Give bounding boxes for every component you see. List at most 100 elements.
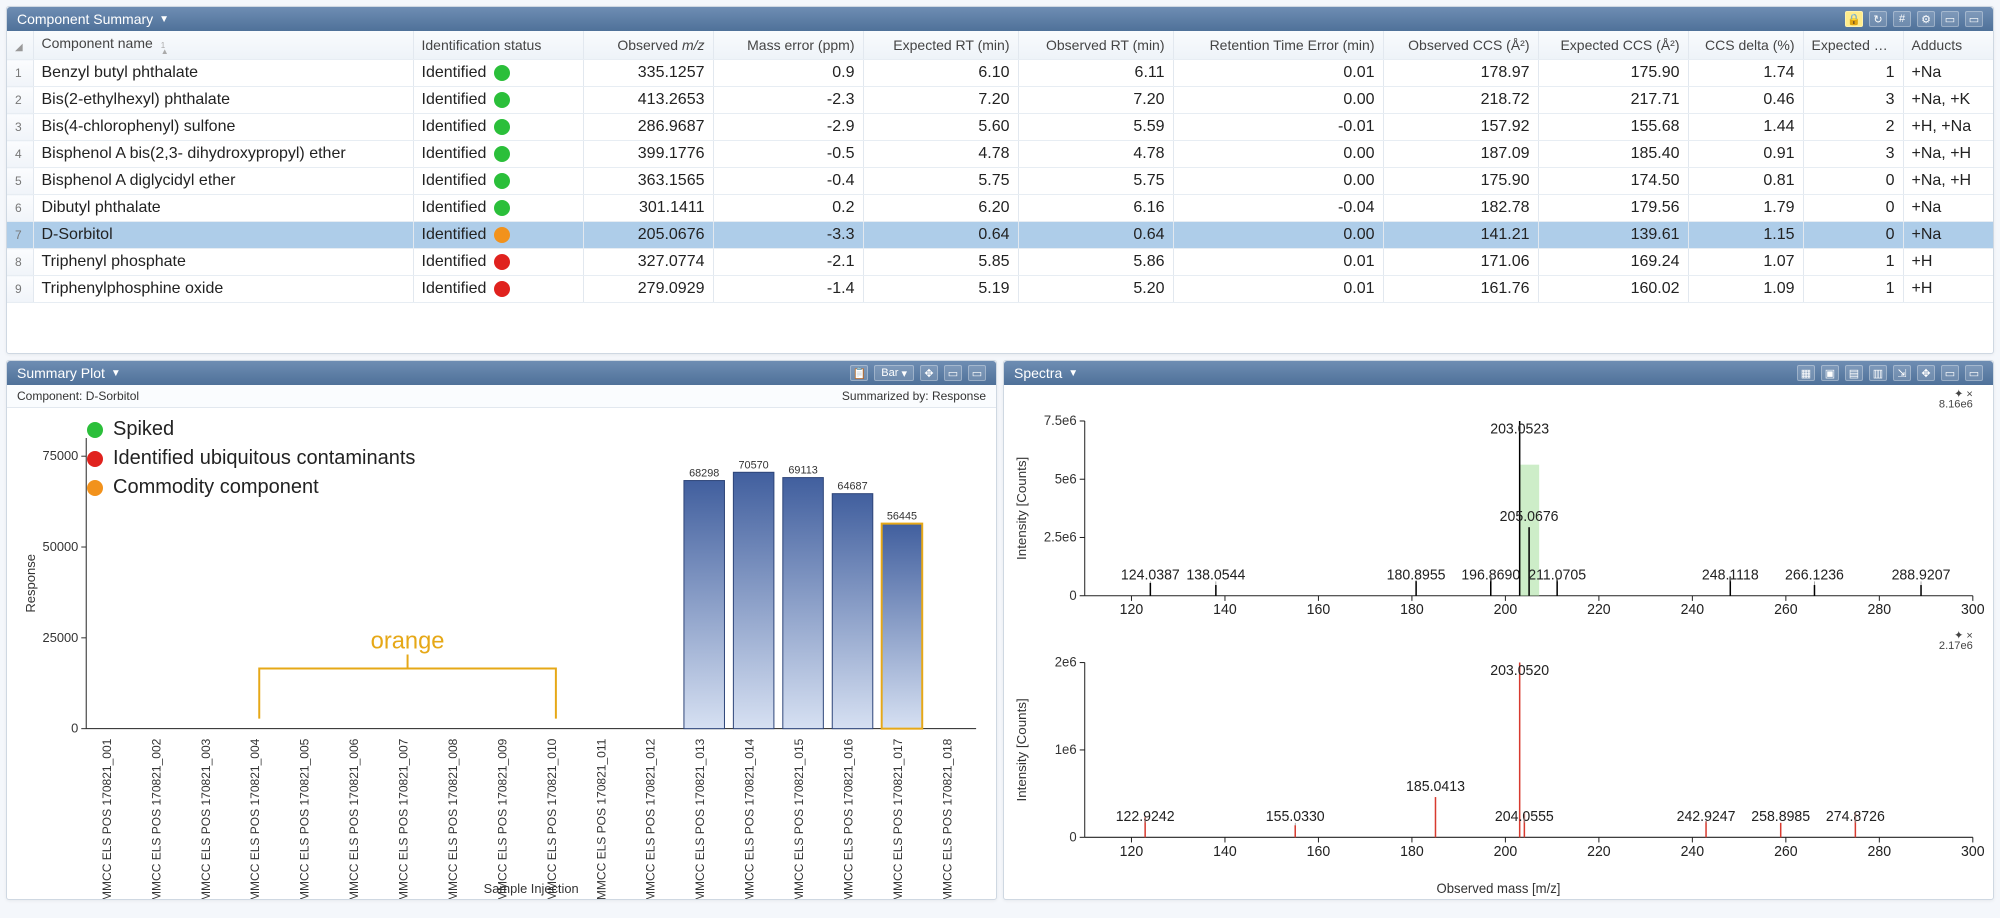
dropdown-icon[interactable]: ▼ xyxy=(1068,368,1078,379)
table-row[interactable]: 6Dibutyl phthalateIdentified301.14110.26… xyxy=(7,195,1993,222)
cell-exp_fr: 2 xyxy=(1803,114,1903,141)
row-number: 7 xyxy=(7,222,33,249)
column-header-obs_mz[interactable]: Observed m/z xyxy=(583,31,713,60)
toolbar-icon[interactable]: ⚙ xyxy=(1917,11,1935,27)
svg-text:0: 0 xyxy=(71,721,78,736)
cell-name: Benzyl butyl phthalate xyxy=(33,60,413,87)
table-row[interactable]: 3Bis(4-chlorophenyl) sulfoneIdentified28… xyxy=(7,114,1993,141)
cell-name: Bisphenol A bis(2,3- dihydroxypropyl) et… xyxy=(33,141,413,168)
minimize-icon[interactable]: ▭ xyxy=(944,365,962,381)
table-row[interactable]: 7D-SorbitolIdentified205.0676-3.30.640.6… xyxy=(7,222,1993,249)
column-header-exp_rt[interactable]: Expected RT (min) xyxy=(863,31,1018,60)
column-header-obs_ccs[interactable]: Observed CCS (Å²) xyxy=(1383,31,1538,60)
toolbar-icon[interactable]: # xyxy=(1893,11,1911,27)
cell-exp_rt: 6.20 xyxy=(863,195,1018,222)
cell-adducts: +H xyxy=(1903,276,1993,303)
copy-icon[interactable]: 📋 xyxy=(850,365,868,381)
svg-text:5e6: 5e6 xyxy=(1055,471,1077,486)
cell-exp_fr: 1 xyxy=(1803,276,1903,303)
svg-text:300: 300 xyxy=(1961,602,1985,618)
cell-status: Identified xyxy=(413,168,583,195)
cell-obs_ccs: 187.09 xyxy=(1383,141,1538,168)
column-header-status[interactable]: Identification status xyxy=(413,31,583,60)
spectra-title[interactable]: Spectra xyxy=(1014,365,1062,381)
svg-text:MMCC ELS POS 170821_016: MMCC ELS POS 170821_016 xyxy=(842,738,856,899)
cell-obs_rt: 5.20 xyxy=(1018,276,1173,303)
column-header-rt_err[interactable]: Retention Time Error (min) xyxy=(1173,31,1383,60)
svg-text:288.9207: 288.9207 xyxy=(1892,567,1951,583)
column-header-mass_err[interactable]: Mass error (ppm) xyxy=(713,31,863,60)
minimize-icon[interactable]: ▭ xyxy=(1941,365,1959,381)
table-row[interactable]: 9Triphenylphosphine oxideIdentified279.0… xyxy=(7,276,1993,303)
svg-text:155.0330: 155.0330 xyxy=(1266,809,1325,825)
cell-exp_ccs: 160.02 xyxy=(1538,276,1688,303)
table-row[interactable]: 8Triphenyl phosphateIdentified327.0774-2… xyxy=(7,249,1993,276)
table-row[interactable]: 2Bis(2-ethylhexyl) phthalateIdentified41… xyxy=(7,87,1993,114)
cell-mass_err: 0.2 xyxy=(713,195,863,222)
cell-exp_ccs: 217.71 xyxy=(1538,87,1688,114)
component-summary-title[interactable]: Component Summary xyxy=(17,11,153,27)
component-summary-panel: Component Summary ▼ 🔒 ↻ # ⚙ ▭ ▭ ◢Component na… xyxy=(6,6,1994,354)
cell-rt_err: -0.01 xyxy=(1173,114,1383,141)
svg-text:MMCC ELS POS 170821_015: MMCC ELS POS 170821_015 xyxy=(792,738,806,899)
status-dot-icon xyxy=(494,65,510,81)
svg-text:70570: 70570 xyxy=(739,459,769,471)
cell-ccs_delta: 1.15 xyxy=(1688,222,1803,249)
chart-type-dropdown[interactable]: Bar ▾ xyxy=(874,365,914,381)
svg-text:50000: 50000 xyxy=(43,539,79,554)
column-header-ccs_delta[interactable]: CCS delta (%) xyxy=(1688,31,1803,60)
maximize-icon[interactable]: ▭ xyxy=(968,365,986,381)
cell-status: Identified xyxy=(413,276,583,303)
tool-icon[interactable]: ▤ xyxy=(1845,365,1863,381)
summary-plot-title[interactable]: Summary Plot xyxy=(17,365,105,381)
cell-obs_rt: 6.11 xyxy=(1018,60,1173,87)
column-header-name[interactable]: Component name 1▲ xyxy=(33,31,413,60)
toolbar-icon[interactable]: ▭ xyxy=(1965,11,1983,27)
svg-text:MMCC ELS POS 170821_014: MMCC ELS POS 170821_014 xyxy=(743,738,757,899)
table-row[interactable]: 5Bisphenol A diglycidyl etherIdentified3… xyxy=(7,168,1993,195)
spectra-panel: Spectra ▼ ▦ ▣ ▤ ▥ ⇲ ✥ ▭ ▭ 02.5e65e67.5e6… xyxy=(1003,360,1994,900)
svg-text:120: 120 xyxy=(1120,602,1144,618)
toolbar-icon[interactable]: ↻ xyxy=(1869,11,1887,27)
legend-item: Commodity component xyxy=(87,476,415,499)
cell-status: Identified xyxy=(413,195,583,222)
column-header-exp_ccs[interactable]: Expected CCS (Å²) xyxy=(1538,31,1688,60)
table-row[interactable]: 1Benzyl butyl phthalateIdentified335.125… xyxy=(7,60,1993,87)
svg-text:220: 220 xyxy=(1587,602,1611,618)
move-icon[interactable]: ✥ xyxy=(1917,365,1935,381)
cell-obs_ccs: 182.78 xyxy=(1383,195,1538,222)
dropdown-icon[interactable]: ▼ xyxy=(159,14,169,25)
cell-name: D-Sorbitol xyxy=(33,222,413,249)
cell-exp_ccs: 139.61 xyxy=(1538,222,1688,249)
move-icon[interactable]: ✥ xyxy=(920,365,938,381)
cell-rt_err: 0.00 xyxy=(1173,141,1383,168)
column-header-obs_rt[interactable]: Observed RT (min) xyxy=(1018,31,1173,60)
cell-obs_rt: 4.78 xyxy=(1018,141,1173,168)
tool-icon[interactable]: ▦ xyxy=(1797,365,1815,381)
cell-rt_err: 0.01 xyxy=(1173,60,1383,87)
cell-exp_ccs: 169.24 xyxy=(1538,249,1688,276)
svg-text:MMCC ELS POS 170821_010: MMCC ELS POS 170821_010 xyxy=(545,738,559,899)
svg-text:300: 300 xyxy=(1961,844,1985,860)
legend-label: Spiked xyxy=(113,418,174,441)
export-icon[interactable]: ⇲ xyxy=(1893,365,1911,381)
table-row[interactable]: 4Bisphenol A bis(2,3- dihydroxypropyl) e… xyxy=(7,141,1993,168)
tool-icon[interactable]: ▣ xyxy=(1821,365,1839,381)
cell-ccs_delta: 1.74 xyxy=(1688,60,1803,87)
row-number: 5 xyxy=(7,168,33,195)
toolbar-icon[interactable]: 🔒 xyxy=(1845,11,1863,27)
table-icon[interactable]: ▥ xyxy=(1869,365,1887,381)
status-dot-icon xyxy=(494,173,510,189)
cell-name: Triphenylphosphine oxide xyxy=(33,276,413,303)
maximize-icon[interactable]: ▭ xyxy=(1965,365,1983,381)
column-header-exp_fr[interactable]: Expected Fr… xyxy=(1803,31,1903,60)
column-header-adducts[interactable]: Adducts xyxy=(1903,31,1993,60)
cell-status: Identified xyxy=(413,60,583,87)
cell-obs_mz: 399.1776 xyxy=(583,141,713,168)
legend-label: Identified ubiquitous contaminants xyxy=(113,447,415,470)
cell-obs_rt: 5.86 xyxy=(1018,249,1173,276)
cell-obs_mz: 413.2653 xyxy=(583,87,713,114)
toolbar-icon[interactable]: ▭ xyxy=(1941,11,1959,27)
table-corner[interactable]: ◢ xyxy=(7,31,33,60)
dropdown-icon[interactable]: ▼ xyxy=(111,368,121,379)
